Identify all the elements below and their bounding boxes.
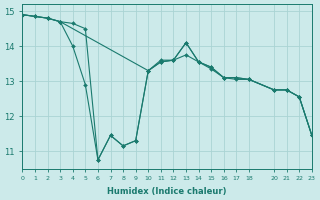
- X-axis label: Humidex (Indice chaleur): Humidex (Indice chaleur): [108, 187, 227, 196]
